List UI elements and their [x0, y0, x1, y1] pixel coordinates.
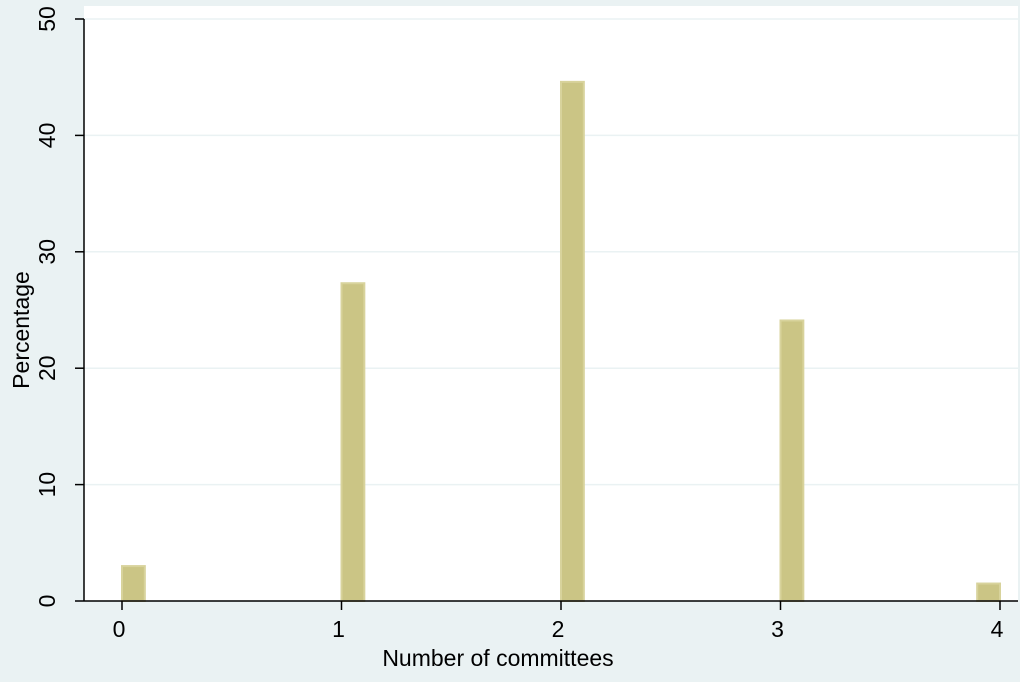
x-axis-label: Number of committees: [382, 645, 613, 671]
bar-4: [976, 582, 1001, 602]
bar-2: [560, 80, 585, 602]
bar-0: [121, 565, 146, 603]
y-tick-label: 20: [34, 355, 60, 381]
y-tick-label: 40: [34, 123, 60, 149]
plot-area: [84, 6, 1018, 601]
grid-lines: [84, 18, 1018, 486]
bar-1: [340, 282, 366, 602]
bar-3: [779, 319, 805, 602]
x-tick-label: 2: [552, 616, 565, 642]
x-tick-label: 4: [991, 616, 1004, 642]
axes: [83, 19, 1018, 602]
x-tick-label: 1: [332, 616, 345, 642]
y-tick-label: 10: [34, 472, 60, 498]
y-tick-label: 0: [34, 595, 60, 608]
y-tick-label: 50: [34, 6, 60, 32]
tick-labels: 0 10 20 30 40 50 0 1 2 3 4: [34, 6, 1004, 642]
x-tick-label: 0: [113, 616, 126, 642]
y-tick-label: 30: [34, 239, 60, 265]
y-axis-label: Percentage: [8, 271, 34, 389]
x-tick-label: 3: [771, 616, 784, 642]
